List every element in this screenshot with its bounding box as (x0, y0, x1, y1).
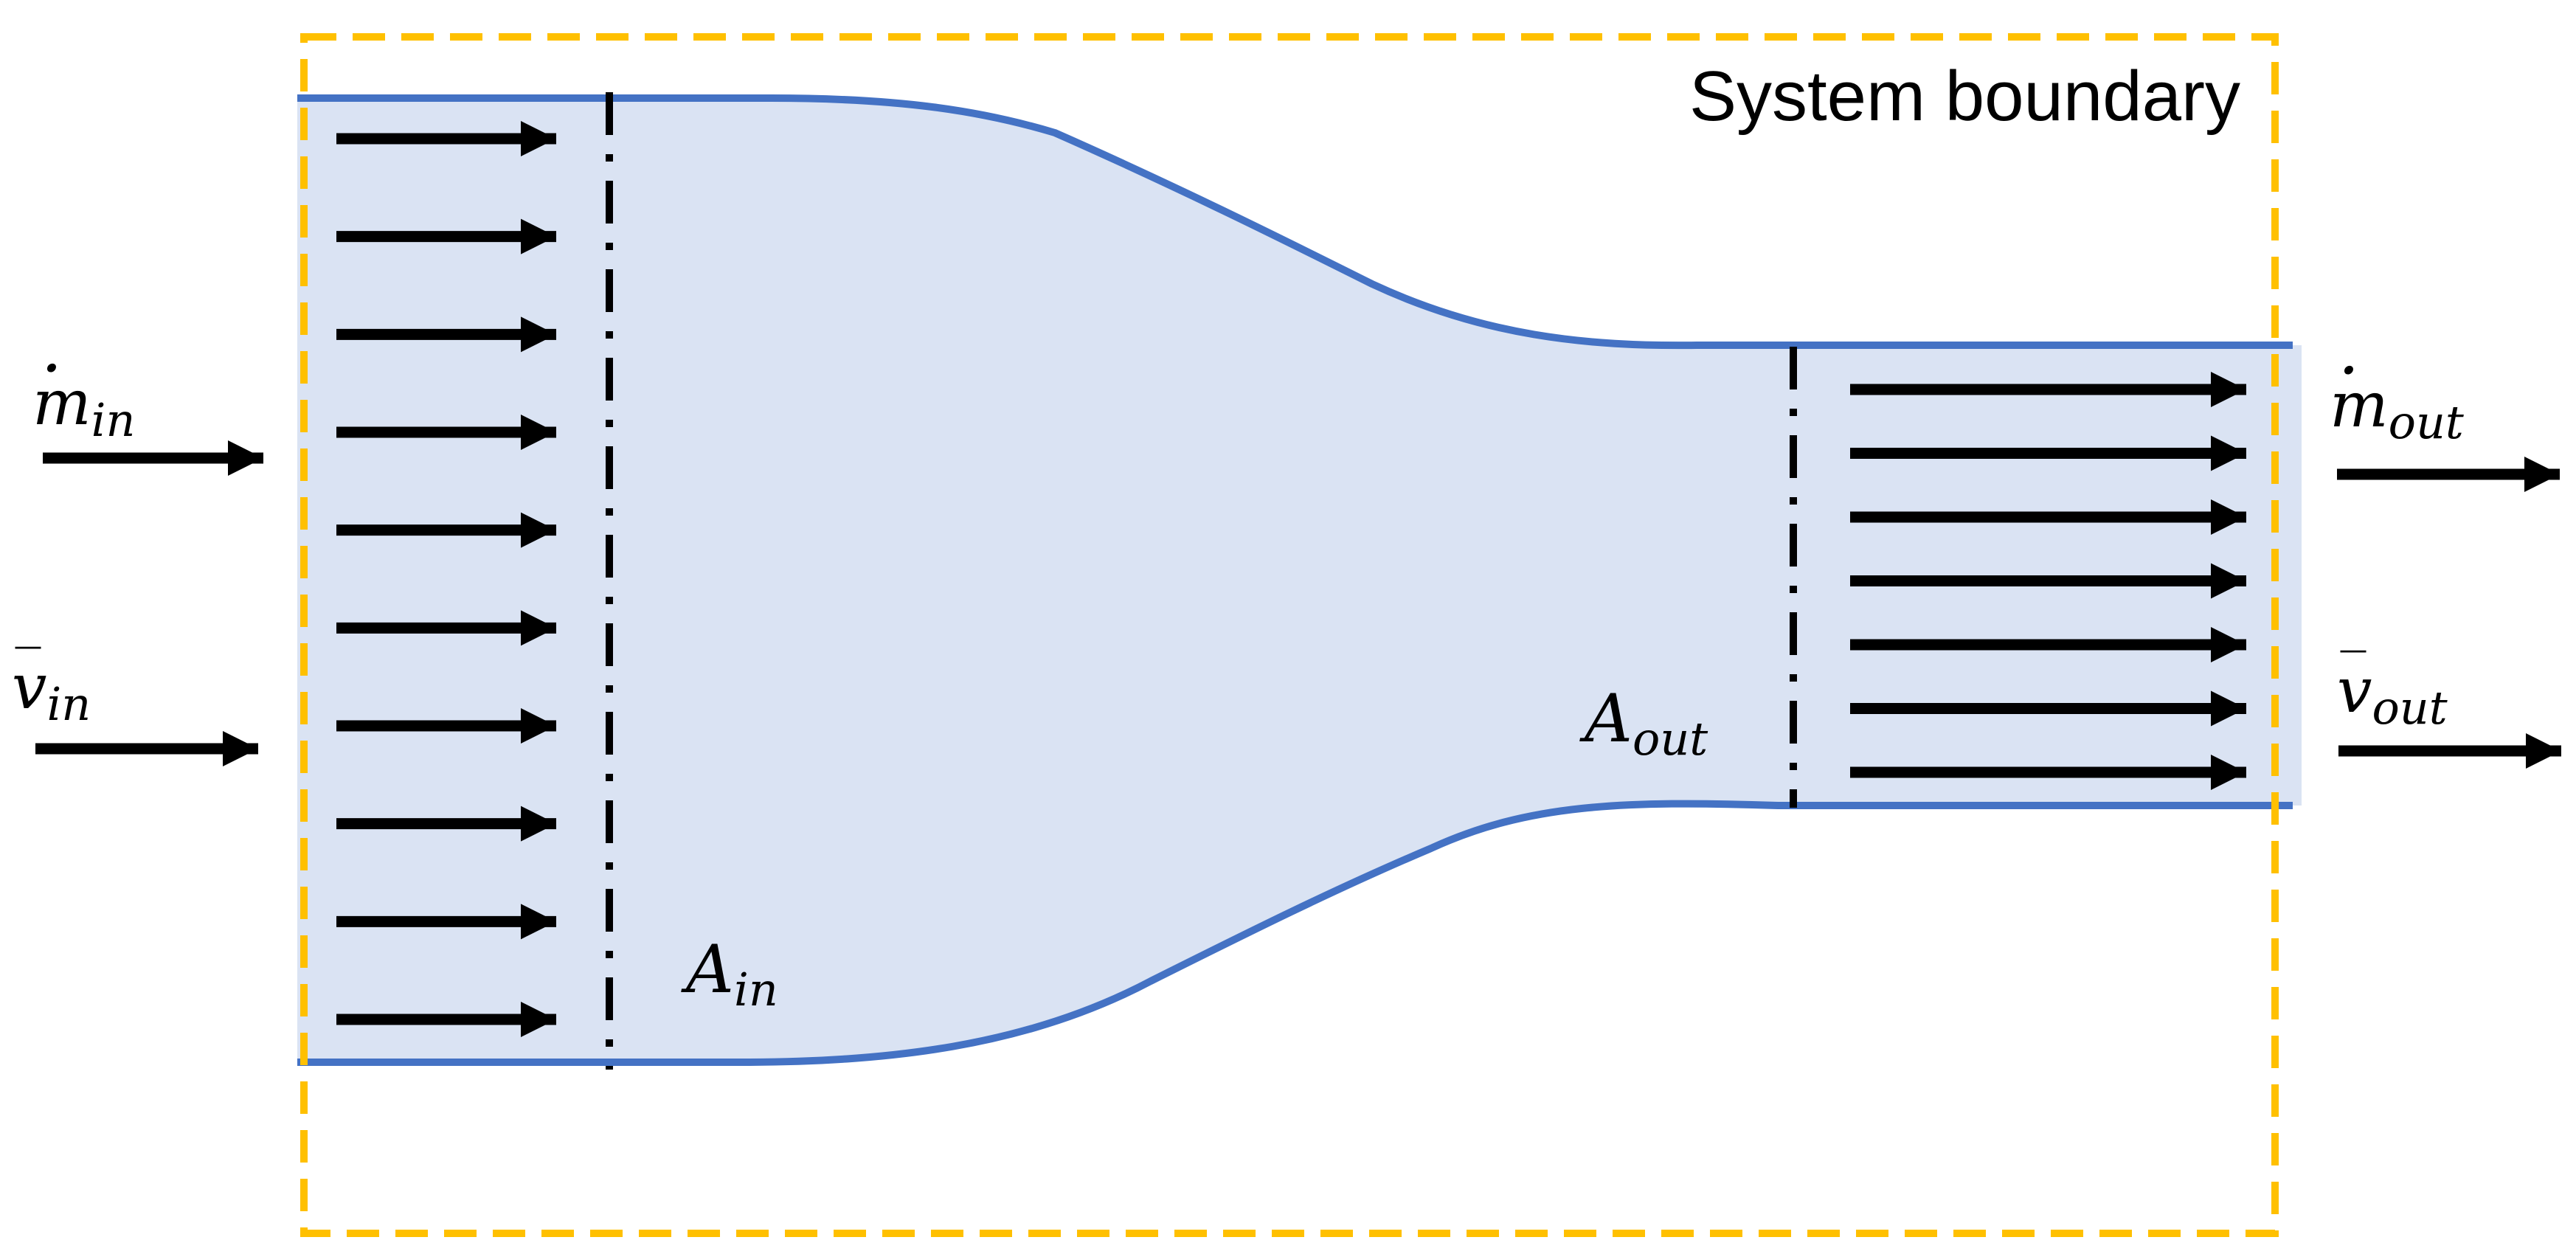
inlet-area-symbol: A (681, 931, 734, 1008)
lower-wall (297, 800, 2293, 1066)
outlet-mass-flow-dot: · (2338, 332, 2360, 409)
outlet-area-label: Aout (1579, 680, 1708, 766)
inlet-area-label: Ain (681, 931, 778, 1016)
outlet-mass-flow-symbol: m (2330, 369, 2389, 441)
inlet-area-subscript: in (734, 963, 778, 1016)
outlet-velocity-label: vout (2337, 654, 2448, 735)
inlet-profile-arrows (336, 120, 556, 1038)
upper-wall (297, 94, 2293, 350)
inlet-mass-flow: min · (32, 330, 263, 477)
outlet-velocity-symbol: v (2337, 654, 2372, 727)
inlet-mass-flow-label: min (32, 367, 135, 447)
inlet-mass-flow-subscript: in (91, 393, 136, 447)
outlet-profile-arrows (1850, 371, 2246, 791)
outlet-mass-flow-label: mout (2330, 369, 2464, 449)
outlet-velocity-subscript: out (2372, 681, 2447, 735)
inlet-mass-flow-symbol: m (32, 367, 91, 439)
inlet-velocity-subscript: in (46, 677, 91, 731)
system-boundary-label: System boundary (1689, 57, 2240, 136)
outlet-area-subscript: out (1632, 712, 1708, 766)
inlet-velocity-bar: ‾ (15, 638, 41, 699)
outlet-velocity: vout ‾ (2337, 642, 2561, 769)
outlet-velocity-bar: ‾ (2341, 642, 2366, 702)
inlet-mass-flow-dot: · (41, 330, 63, 407)
outlet-mass-flow: mout · (2330, 332, 2560, 493)
inlet-velocity-label: vin (12, 651, 91, 731)
inlet-velocity-symbol: v (12, 651, 46, 723)
system-boundary (300, 33, 2279, 1237)
fluid-region (297, 98, 2302, 1062)
inlet-velocity: vin ‾ (12, 638, 258, 767)
outlet-mass-flow-subscript: out (2389, 395, 2464, 449)
outlet-area-symbol: A (1579, 680, 1632, 758)
